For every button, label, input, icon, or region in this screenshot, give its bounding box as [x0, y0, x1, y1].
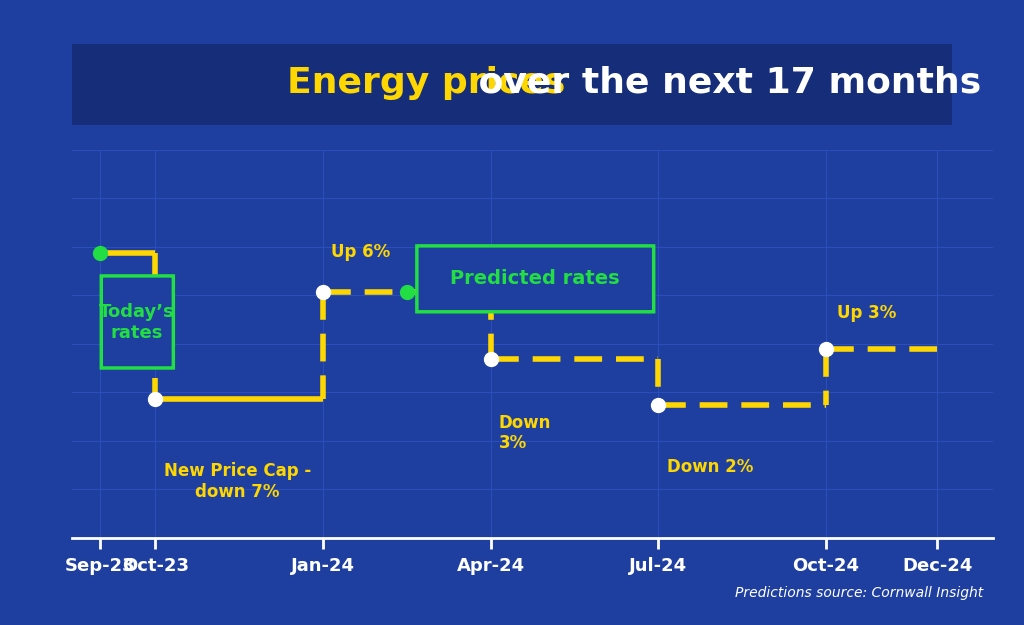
- Text: Energy prices: Energy prices: [287, 66, 565, 99]
- Text: Today’s
rates: Today’s rates: [99, 303, 175, 342]
- Text: Predicted rates: Predicted rates: [451, 269, 621, 288]
- Text: Up 6%: Up 6%: [332, 243, 390, 261]
- FancyBboxPatch shape: [417, 246, 653, 312]
- Text: Up 3%: Up 3%: [837, 304, 896, 322]
- FancyBboxPatch shape: [101, 276, 173, 368]
- Text: Down
3%: Down 3%: [499, 414, 551, 452]
- Text: Down 2%: Down 2%: [667, 458, 753, 476]
- Text: Predictions source: Cornwall Insight: Predictions source: Cornwall Insight: [735, 586, 983, 600]
- Text: over the next 17 months: over the next 17 months: [466, 66, 981, 99]
- Text: New Price Cap -
down 7%: New Price Cap - down 7%: [164, 462, 311, 501]
